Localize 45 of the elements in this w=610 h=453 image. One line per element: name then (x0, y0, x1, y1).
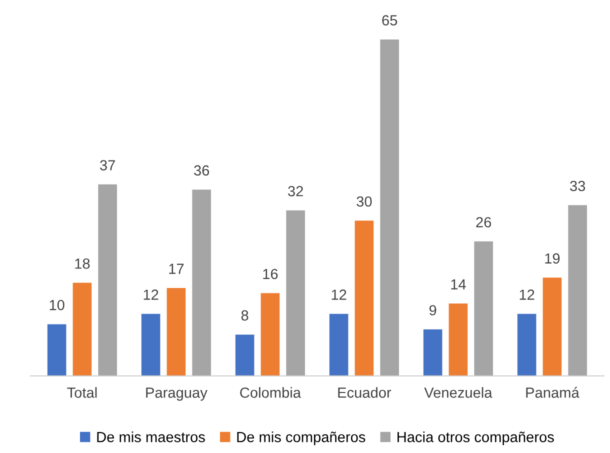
bar (47, 324, 66, 376)
x-tick-label: Colombia (240, 387, 301, 398)
bar (354, 220, 374, 376)
data-label: 16 (263, 268, 278, 280)
data-label: 33 (570, 180, 586, 192)
legend-label: De mis maestros (97, 432, 205, 442)
bar (448, 304, 468, 376)
x-tick-label: Total (67, 387, 97, 398)
bar (98, 184, 117, 376)
bar (141, 314, 160, 376)
data-label: 26 (476, 217, 492, 228)
data-label: 12 (520, 290, 534, 300)
bar (72, 282, 92, 376)
legend-label: Hacia otros compañeros (398, 432, 554, 446)
data-label: 65 (382, 15, 398, 26)
x-tick-label: Ecuador (338, 387, 392, 398)
bar (542, 278, 562, 376)
bar (474, 241, 493, 376)
bar (517, 314, 536, 376)
bar (329, 314, 348, 376)
data-label: 36 (194, 165, 210, 176)
bar (423, 329, 442, 376)
data-label: 37 (100, 160, 115, 170)
x-tick-label: Paraguay (146, 388, 208, 401)
bar (192, 190, 211, 376)
x-tick-label: Venezuela (424, 387, 492, 398)
bar (286, 210, 305, 376)
legend-label: De mis compañeros (237, 432, 366, 446)
data-label: 30 (356, 196, 372, 207)
data-label: 17 (169, 264, 184, 274)
bar (568, 205, 587, 376)
x-tick-label: Panamá (526, 386, 580, 398)
data-label: 19 (545, 253, 560, 264)
data-label: 14 (451, 279, 466, 290)
data-label: 12 (144, 290, 158, 300)
data-label: 32 (288, 186, 303, 196)
bar (166, 288, 186, 376)
data-label: 10 (50, 300, 64, 310)
data-label: 8 (241, 310, 248, 321)
data-label: 18 (75, 258, 90, 269)
bar (235, 334, 254, 376)
bar (260, 293, 280, 376)
data-label: 9 (429, 305, 436, 316)
data-label: 12 (332, 290, 346, 300)
bar (380, 39, 399, 376)
